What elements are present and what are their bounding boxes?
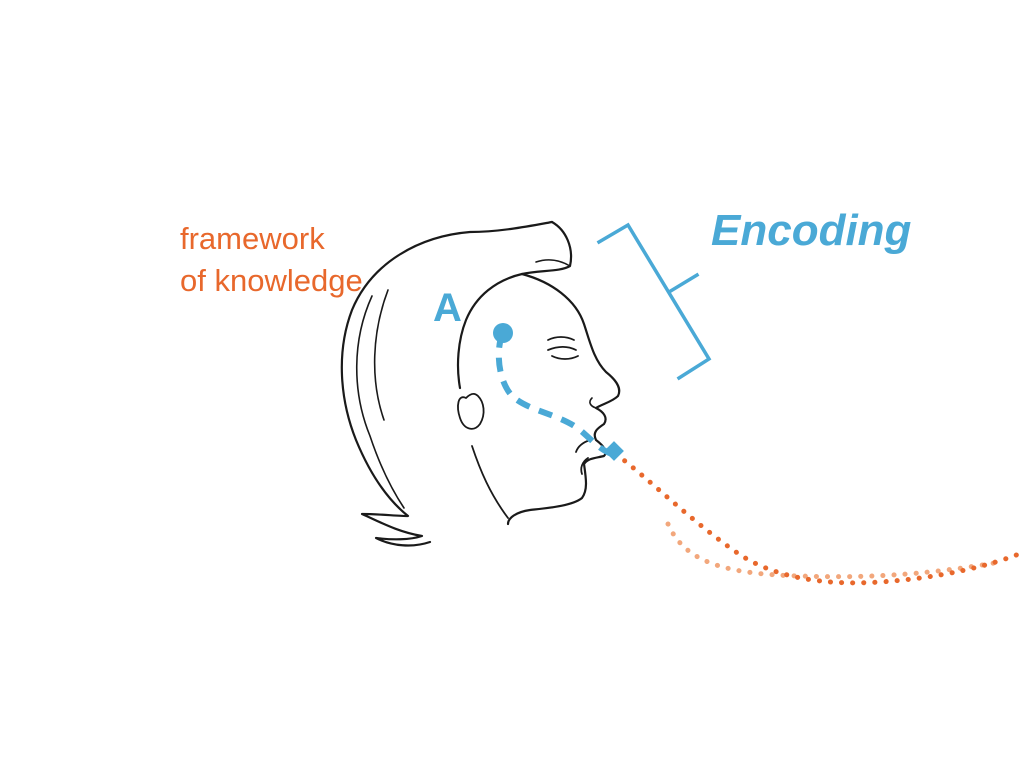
encoding-bracket bbox=[596, 222, 712, 381]
ear bbox=[457, 392, 485, 430]
framework-of-knowledge-label: framework of knowledge bbox=[180, 218, 363, 302]
hair-fringe bbox=[535, 259, 571, 267]
hair-outline bbox=[340, 220, 554, 547]
eye bbox=[547, 336, 579, 360]
hair-front bbox=[456, 220, 573, 390]
person-a-label: A bbox=[433, 286, 462, 330]
head-profile-drawing bbox=[340, 220, 621, 547]
encoding-dashed-line bbox=[495, 333, 614, 457]
lips bbox=[575, 439, 591, 475]
hair-strands bbox=[355, 289, 405, 509]
nose-detail bbox=[589, 397, 597, 409]
encoding-path bbox=[493, 323, 624, 461]
speech-wave-light bbox=[665, 521, 1003, 580]
face-profile bbox=[506, 272, 621, 526]
neck bbox=[471, 445, 509, 519]
thought-origin-dot bbox=[493, 323, 513, 343]
framework-line-2: of knowledge bbox=[180, 263, 363, 298]
mouth-marker bbox=[604, 441, 624, 461]
encoding-label: Encoding bbox=[711, 206, 912, 255]
framework-line-1: framework bbox=[180, 221, 325, 256]
speech-waves bbox=[613, 451, 1024, 586]
speech-wave-main bbox=[613, 451, 1024, 586]
